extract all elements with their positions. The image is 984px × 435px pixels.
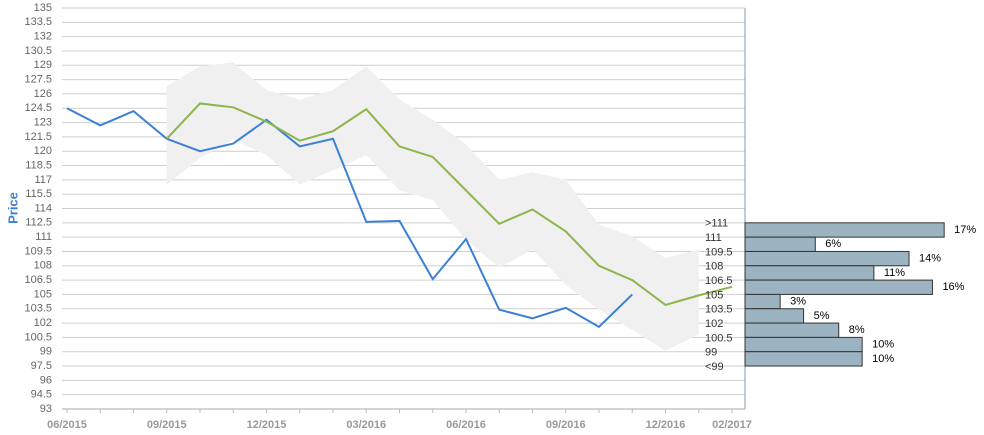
value-label: 11% <box>884 267 905 279</box>
y-tick-label: 135 <box>34 2 52 14</box>
y-tick-label: 114 <box>34 202 52 214</box>
series-line <box>166 102 733 307</box>
x-tick-label: 12/2015 <box>247 419 287 431</box>
y-tick-label: 120 <box>34 145 52 157</box>
y-tick-label: 103.5 <box>24 303 52 315</box>
bin-label: 109.5 <box>705 246 733 258</box>
histogram-bar <box>744 336 863 353</box>
histogram-bar <box>744 279 933 295</box>
value-label: 8% <box>849 324 865 336</box>
bin-label: >111 <box>705 218 728 230</box>
y-tick-label: 102 <box>34 317 52 329</box>
band-area <box>166 62 699 351</box>
value-label: 17% <box>954 224 976 236</box>
y-tick-label: 130.5 <box>24 45 52 57</box>
x-tick-label: 02/2017 <box>712 419 752 431</box>
y-tick-label: 105 <box>34 288 52 300</box>
histogram-bar <box>744 222 945 238</box>
bin-label: 111 <box>705 232 722 244</box>
y-tick-label: 117 <box>34 174 52 186</box>
y-tick-label: 106.5 <box>24 274 52 286</box>
histogram-bar <box>744 351 863 367</box>
value-label: 10% <box>872 353 894 365</box>
y-tick-label: 132 <box>34 31 52 43</box>
series-line <box>66 107 633 329</box>
x-tick-label: 06/2015 <box>47 419 87 431</box>
x-tick-label: 03/2016 <box>346 419 386 431</box>
value-label: 6% <box>825 238 841 250</box>
bin-label: <99 <box>705 361 724 373</box>
y-tick-label: 96 <box>40 374 52 386</box>
bin-label: 105 <box>705 289 723 301</box>
y-tick-label: 115.5 <box>25 188 52 200</box>
histogram-bar <box>744 293 781 310</box>
histogram-bar <box>744 236 816 252</box>
y-tick-label: 123 <box>34 116 52 128</box>
y-tick-label: 93 <box>40 403 52 415</box>
bin-label: 99 <box>705 347 717 359</box>
value-label: 3% <box>790 295 806 307</box>
y-tick-label: 100.5 <box>24 331 52 343</box>
y-tick-label: 94.5 <box>31 389 52 401</box>
y-axis-title: Price <box>5 192 20 224</box>
bin-label: 102 <box>705 318 723 330</box>
y-tick-label: 124.5 <box>24 102 52 114</box>
value-label: 5% <box>814 310 830 322</box>
y-tick-label: 133.5 <box>24 16 52 28</box>
value-label: 10% <box>872 338 894 350</box>
x-tick-label: 06/2016 <box>446 419 486 431</box>
histogram-bar <box>744 308 805 324</box>
histogram-bar <box>744 265 875 281</box>
y-tick-label: 97.5 <box>31 360 52 372</box>
value-label: 16% <box>942 281 964 293</box>
y-tick-label: 108 <box>34 260 52 272</box>
y-tick-label: 118.5 <box>25 159 52 171</box>
y-tick-label: 109.5 <box>24 245 52 257</box>
y-tick-label: 112.5 <box>25 217 52 229</box>
bin-label: 108 <box>705 261 723 273</box>
y-tick-label: 111 <box>35 231 52 243</box>
bin-label: 103.5 <box>705 304 733 316</box>
histogram-bar <box>744 250 910 267</box>
x-tick-label: 09/2015 <box>147 419 187 431</box>
y-tick-label: 126 <box>34 88 52 100</box>
y-tick-label: 99 <box>40 346 52 358</box>
x-tick-label: 12/2016 <box>646 419 686 431</box>
value-label: 14% <box>919 253 941 265</box>
x-tick-label: 09/2016 <box>546 419 586 431</box>
y-tick-label: 127.5 <box>24 74 52 86</box>
bin-label: 100.5 <box>705 332 733 344</box>
y-tick-label: 129 <box>34 59 52 71</box>
bin-label: 106.5 <box>705 275 733 287</box>
histogram-bar <box>744 322 840 338</box>
y-tick-label: 121.5 <box>24 131 52 143</box>
